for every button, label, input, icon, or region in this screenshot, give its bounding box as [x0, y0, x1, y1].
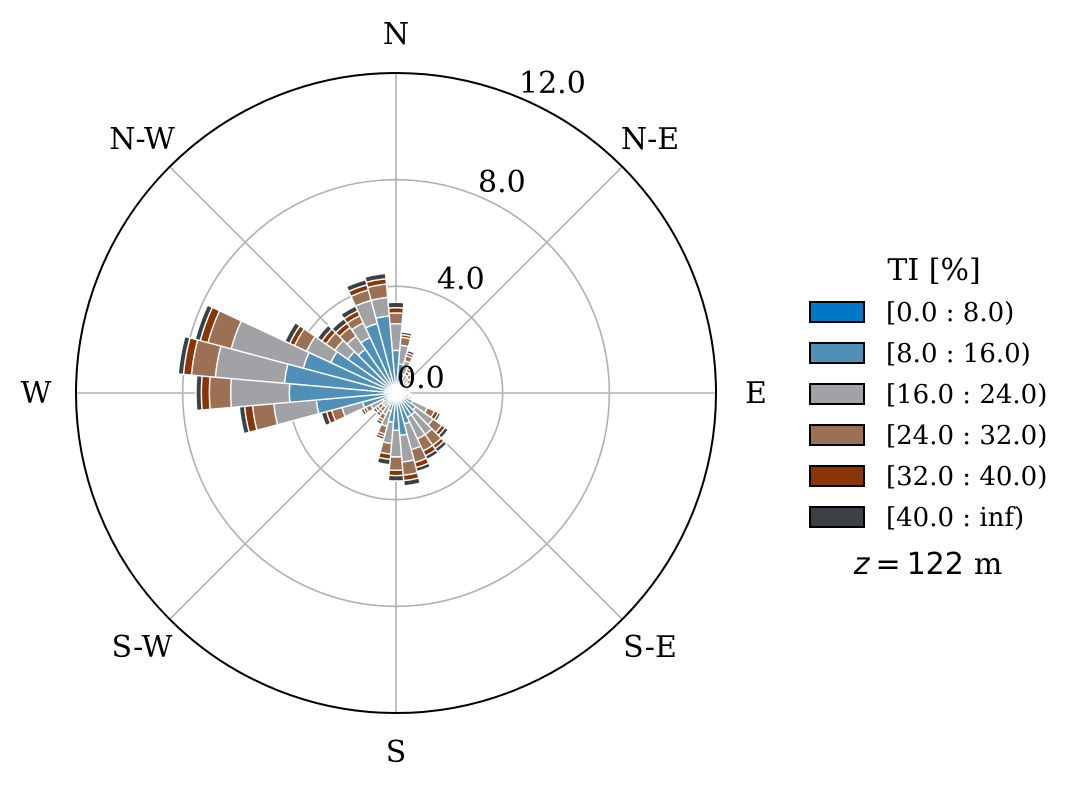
legend-entry-label: [40.0 : inf) — [886, 503, 1024, 533]
height-annotation-eq: = — [875, 547, 900, 582]
legend-swatch — [809, 383, 865, 405]
direction-label: W — [21, 376, 52, 411]
legend-swatch — [809, 506, 865, 528]
radial-tick-label: 0.0 — [397, 361, 445, 396]
wind-rose-bar-segment — [195, 374, 203, 412]
direction-label: S — [386, 735, 407, 770]
wind-rose-bar-segment — [409, 376, 415, 383]
direction-label: N — [383, 17, 409, 52]
wind-rose-bar-segment — [388, 312, 404, 325]
legend-entry-label: [24.0 : 32.0) — [886, 421, 1047, 451]
radial-tick-label: 8.0 — [478, 165, 526, 200]
wind-rose-bar-segment — [177, 335, 191, 376]
wind-rose-bar-segment — [374, 433, 386, 441]
wind-rose-bar-segment — [387, 474, 405, 482]
direction-labels: N N-E E S-E S S-W W N-W — [21, 17, 767, 770]
height-annotation: z = 122 m — [853, 547, 1003, 582]
legend-entry-label: [32.0 : 40.0) — [886, 462, 1047, 492]
wind-rose-bars — [177, 272, 450, 487]
height-annotation-value: 122 — [907, 547, 964, 582]
wind-rose-bar-segment — [409, 388, 413, 393]
wind-rose-bar-segment — [388, 455, 404, 472]
wind-rose-bar-segment — [376, 456, 391, 466]
wind-rose-bar-segment — [408, 371, 415, 378]
radial-tick-label: 12.0 — [519, 66, 586, 101]
legend-swatch — [809, 342, 865, 364]
grid-spoke — [169, 392, 397, 620]
legend-entry-label: [8.0 : 16.0) — [886, 339, 1031, 369]
wind-rose-bar-segment — [387, 301, 405, 309]
height-annotation-var: z — [853, 547, 871, 582]
wind-rose-bar-segment — [406, 365, 414, 373]
legend: TI [%] [0.0 : 8.0) [8.0 : 16.0) [16.0 : 24… — [809, 253, 1047, 582]
wind-rose-bar-segment — [200, 375, 211, 411]
wind-rose-bar-segment — [194, 304, 214, 342]
direction-label: E — [745, 376, 767, 411]
wind-rose-bar-segment — [405, 349, 416, 357]
radial-tick-label: 4.0 — [437, 262, 485, 297]
wind-rose-bar-segment — [283, 321, 301, 345]
legend-swatch — [809, 301, 865, 323]
legend-title: TI [%] — [887, 253, 980, 288]
wind-rose-bar-segment — [400, 331, 413, 338]
legend-entry-label: [0.0 : 8.0) — [886, 298, 1014, 328]
wind-rose-bar-segment — [208, 375, 233, 411]
wind-rose-bar-segment — [375, 418, 384, 426]
legend-swatch — [809, 424, 865, 446]
legend-swatch — [809, 465, 865, 487]
direction-label: S-E — [623, 630, 677, 665]
direction-label: N-W — [109, 122, 175, 157]
grid-spoke — [395, 166, 623, 394]
direction-label: S-W — [112, 630, 173, 665]
outer-ring — [75, 72, 717, 714]
height-annotation-unit: m — [974, 547, 1002, 582]
legend-entry-label: [16.0 : 24.0) — [886, 380, 1047, 410]
wind-rose-bar-segment — [364, 272, 387, 284]
radial-tick-labels: 0.0 4.0 8.0 12.0 — [397, 66, 586, 396]
direction-label: N-E — [621, 122, 679, 157]
